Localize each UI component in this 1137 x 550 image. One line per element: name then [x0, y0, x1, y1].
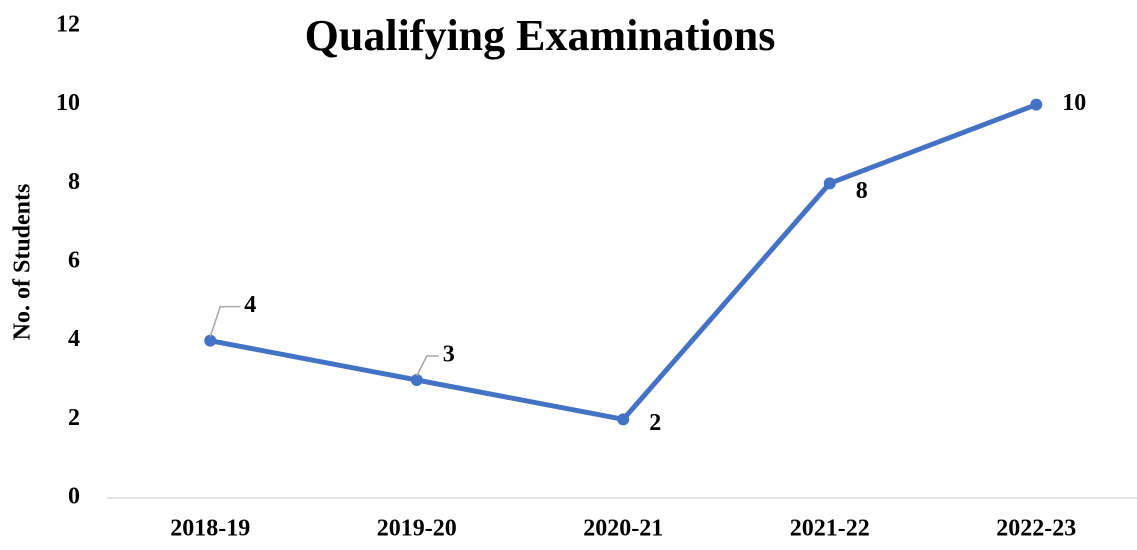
leader-line: [209, 305, 241, 337]
marker: [204, 334, 217, 347]
data-label: 4: [244, 292, 256, 318]
y-tick-label: 0: [68, 484, 80, 510]
data-label: 8: [856, 178, 868, 204]
data-label: 3: [443, 342, 455, 368]
y-tick-label: 6: [68, 248, 80, 274]
x-tick-label: 2019-20: [377, 516, 457, 542]
line: [209, 102, 1038, 422]
y-tick-label: 4: [68, 326, 80, 352]
y-tick-label: 12: [56, 12, 80, 38]
marker: [1030, 98, 1043, 111]
y-axis-label: No. of Students: [10, 184, 36, 341]
x-tick-label: 2020-21: [583, 516, 663, 542]
data-label: 2: [649, 410, 661, 436]
y-tick-label: 10: [56, 90, 80, 116]
marker: [823, 177, 836, 190]
x-tick-label: 2022-23: [996, 516, 1076, 542]
x-tick-label: 2018-19: [170, 516, 250, 542]
chart-title: Qualifying Examinations: [305, 11, 776, 60]
y-tick-label: 2: [68, 405, 80, 431]
leader-line: [416, 355, 439, 377]
x-tick-label: 2021-22: [790, 516, 870, 542]
marker: [617, 413, 630, 426]
data-label: 10: [1062, 90, 1086, 116]
marker: [410, 374, 423, 386]
y-tick-label: 8: [68, 169, 80, 195]
